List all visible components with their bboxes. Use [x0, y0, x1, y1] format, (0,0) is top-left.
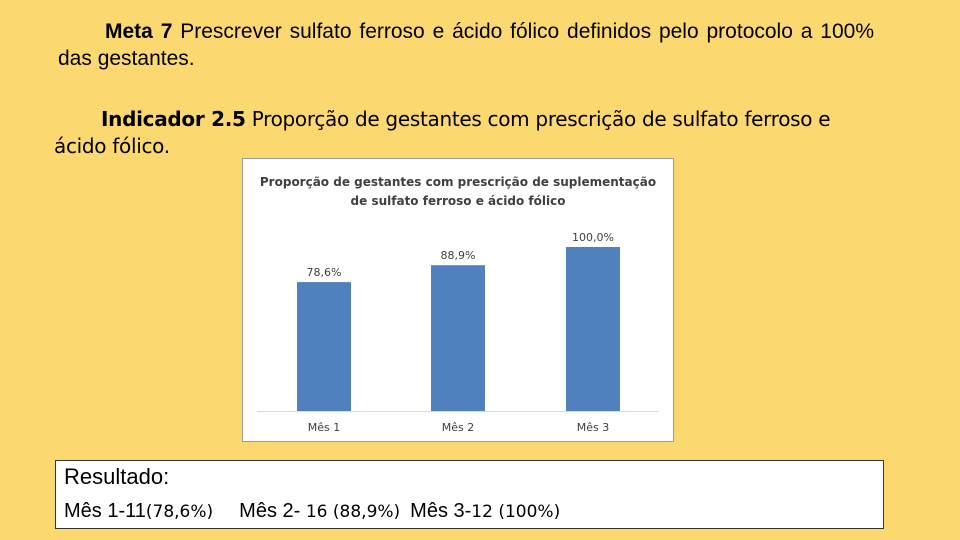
indicador-description: Proporção de gestantes com prescrição de…: [54, 107, 831, 158]
meta-text: Meta 7 Prescrever sulfato ferroso e ácid…: [58, 18, 874, 72]
resultado-title: Resultado:: [64, 464, 170, 489]
bar-chart: Proporção de gestantes com prescrição de…: [242, 158, 674, 442]
indicador-label: Indicador 2.5: [101, 107, 246, 131]
resultado-mes3-label: Mês 3-: [410, 500, 472, 522]
data-label-3: 100,0%: [572, 231, 614, 244]
resultado-mes1-value: (78,6%): [145, 502, 214, 522]
meta-description: Prescrever sulfato ferroso e ácido fólic…: [58, 20, 874, 70]
chart-title-line: Proporção de gestantes com prescrição de…: [260, 175, 656, 189]
bar-2: [431, 265, 485, 411]
bar-1: [297, 282, 351, 411]
indicador-text: Indicador 2.5 Proporção de gestantes com…: [54, 106, 874, 160]
resultado-box: Resultado: Mês 1-11(78,6%) Mês 2- 16 (88,…: [55, 460, 884, 529]
resultado-mes2-value: 16 (88,9%): [305, 502, 401, 522]
resultado-mes3-value: 12 (100%): [471, 502, 561, 522]
data-label-2: 88,9%: [441, 249, 476, 262]
data-label-1: 78,6%: [307, 266, 342, 279]
resultado-mes2-label: Mês 2-: [239, 500, 301, 522]
resultado-mes1-label: Mês 1-11: [64, 500, 146, 522]
chart-svg: Proporção de gestantes com prescrição de…: [257, 175, 659, 434]
resultado-row: Mês 1-11(78,6%) Mês 2- 16 (88,9%) Mês 3-12…: [64, 499, 875, 524]
meta-label: Meta 7: [105, 20, 173, 43]
category-label-1: Mês 1: [308, 421, 340, 434]
category-label-3: Mês 3: [577, 421, 609, 434]
category-label-2: Mês 2: [442, 421, 474, 434]
bar-3: [566, 247, 620, 411]
chart-title-line: de sulfato ferroso e ácido fólico: [351, 194, 566, 208]
